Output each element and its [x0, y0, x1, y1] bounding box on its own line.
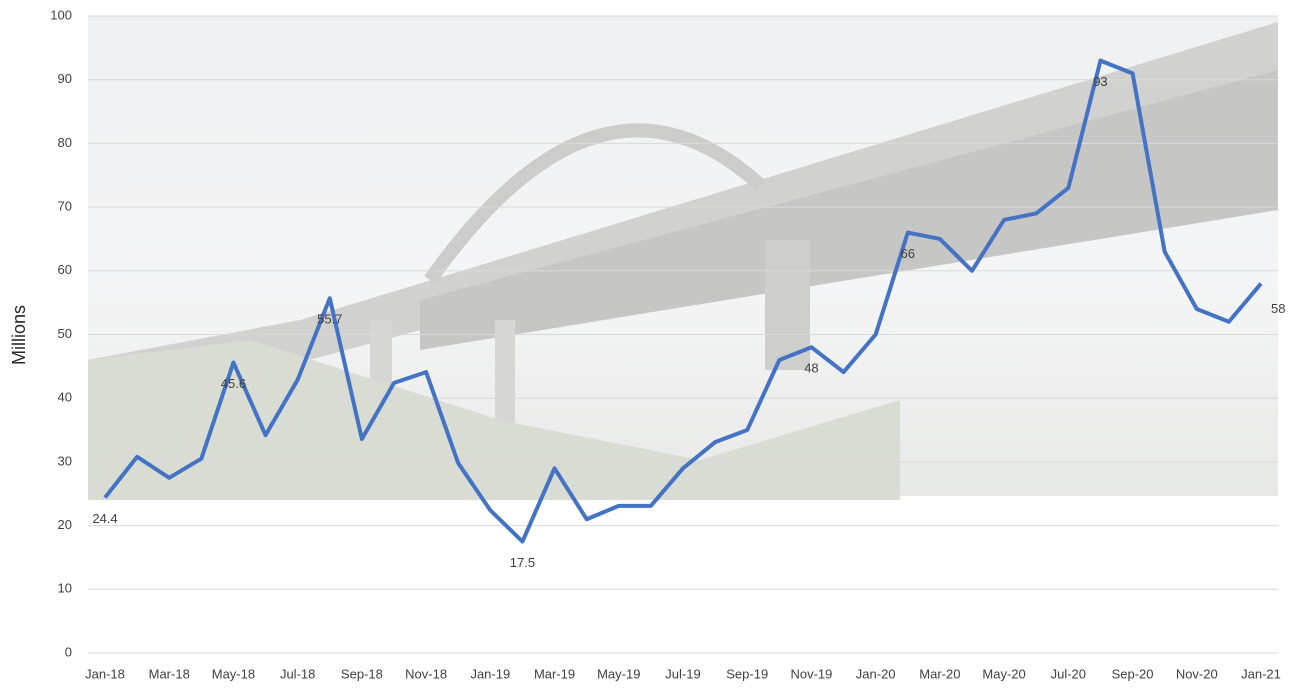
x-tick-label: Jul-20	[1051, 666, 1086, 681]
background-photo	[88, 16, 1278, 500]
data-label: 45.6	[221, 376, 246, 391]
data-label: 93	[1093, 74, 1107, 89]
data-label: 58	[1271, 301, 1285, 316]
data-label: 24.4	[92, 511, 117, 526]
y-tick-label: 90	[58, 71, 72, 86]
x-tick-label: Nov-19	[790, 666, 832, 681]
y-tick-label: 70	[58, 199, 72, 214]
data-label: 55.7	[317, 312, 342, 327]
x-tick-label: Jan-21	[1241, 666, 1281, 681]
series-line	[103, 58, 1263, 544]
data-label: 17.5	[510, 555, 535, 570]
x-tick-label: Sep-20	[1112, 666, 1154, 681]
x-tick-label: Nov-20	[1176, 666, 1218, 681]
x-tick-label: Jul-19	[665, 666, 700, 681]
y-tick-label: 0	[65, 644, 72, 659]
x-tick-label: Jan-18	[85, 666, 125, 681]
x-tick-label: Mar-18	[149, 666, 190, 681]
x-tick-label: Mar-20	[919, 666, 960, 681]
x-tick-label: Nov-18	[405, 666, 447, 681]
x-tick-label: Jan-20	[856, 666, 896, 681]
x-tick-label: Jan-19	[470, 666, 510, 681]
y-tick-label: 30	[58, 453, 72, 468]
y-tick-label: 50	[58, 326, 72, 341]
x-tick-label: Sep-19	[726, 666, 768, 681]
y-tick-label: 40	[58, 390, 72, 405]
y-tick-label: 80	[58, 135, 72, 150]
y-axis-label: Millions	[9, 305, 29, 365]
x-tick-label: May-19	[597, 666, 640, 681]
x-tick-label: Jul-18	[280, 666, 315, 681]
data-label: 48	[804, 361, 818, 376]
y-tick-label: 10	[58, 581, 72, 596]
x-tick-label: Sep-18	[341, 666, 383, 681]
x-tick-label: May-20	[982, 666, 1025, 681]
data-label: 66	[901, 246, 915, 261]
x-tick-label: May-18	[212, 666, 255, 681]
x-tick-label: Mar-19	[534, 666, 575, 681]
y-tick-label: 60	[58, 262, 72, 277]
y-tick-label: 100	[50, 7, 72, 22]
y-tick-label: 20	[58, 517, 72, 532]
